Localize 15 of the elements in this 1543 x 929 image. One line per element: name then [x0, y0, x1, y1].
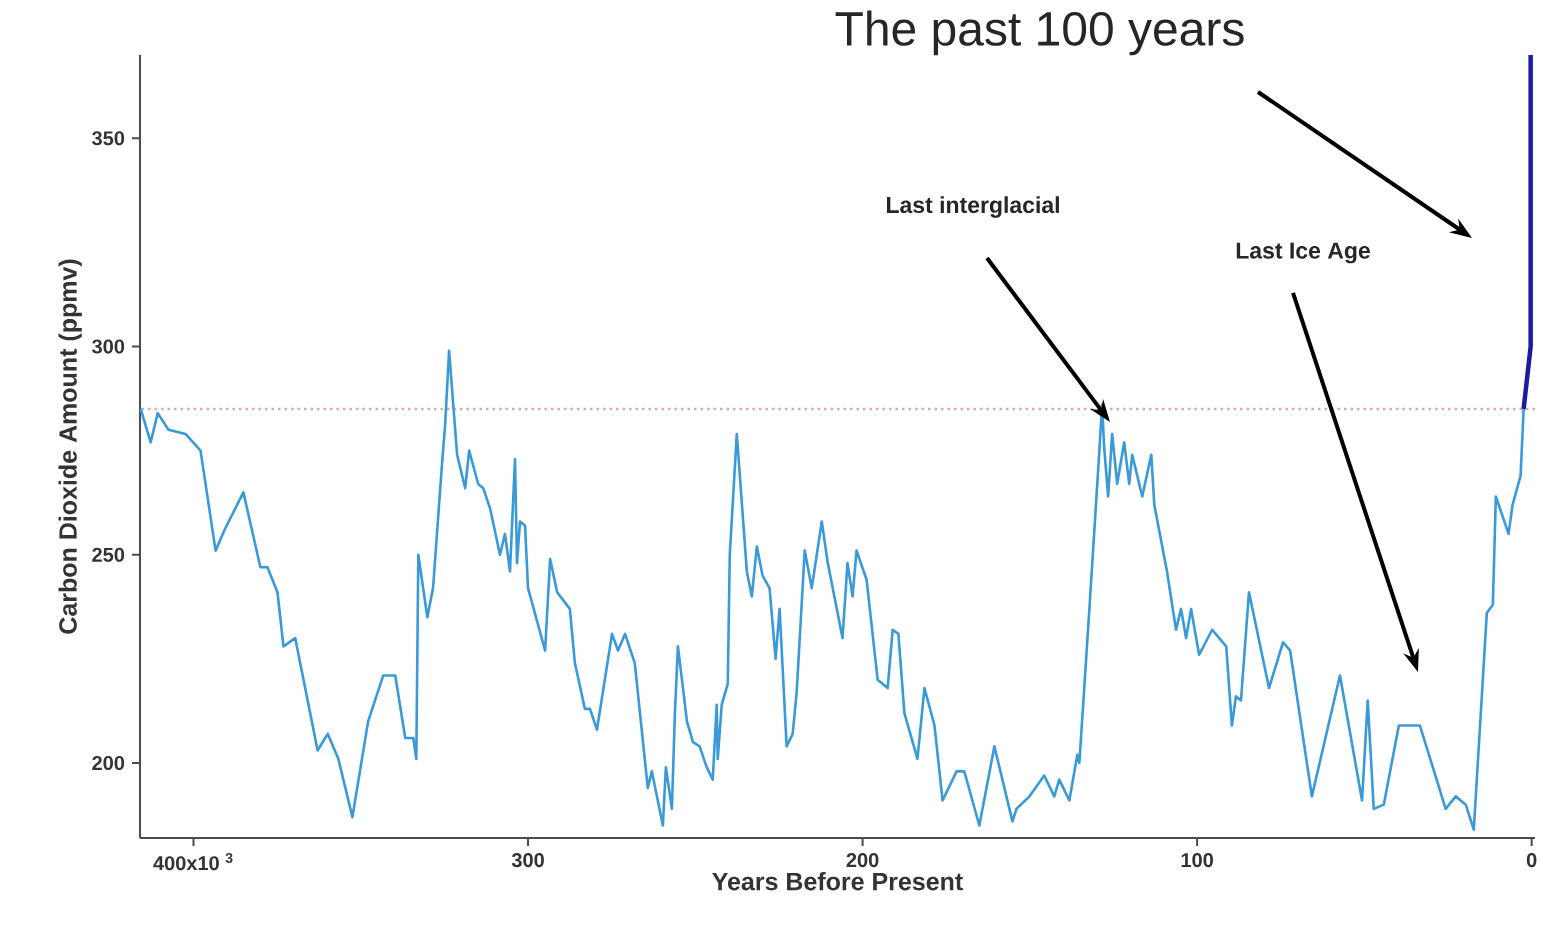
y-tick-label: 350 [92, 131, 125, 146]
x-tick-label: 400x10 $^{3}$ [153, 853, 233, 871]
annotation: Last Ice Age [1236, 242, 1370, 264]
line-series [139, 349, 1525, 831]
x-tick-label: 200 [846, 853, 879, 868]
annotation: Last interglacial [886, 196, 1059, 218]
y-axis-title: Carbon Dioxide Amount (ppmv) [58, 259, 82, 634]
y-tick-label: 200 [92, 755, 125, 771]
x-tick-label: 300 [511, 853, 544, 868]
x-tick-label: 0 [1526, 853, 1537, 868]
annotation: The past 100 years [835, 10, 1244, 56]
y-tick-label: 250 [92, 547, 125, 562]
x-axis-title: Years Before Present [712, 872, 963, 891]
x-tick-label: 100 [1181, 853, 1213, 868]
y-tick-label: 300 [92, 339, 125, 354]
